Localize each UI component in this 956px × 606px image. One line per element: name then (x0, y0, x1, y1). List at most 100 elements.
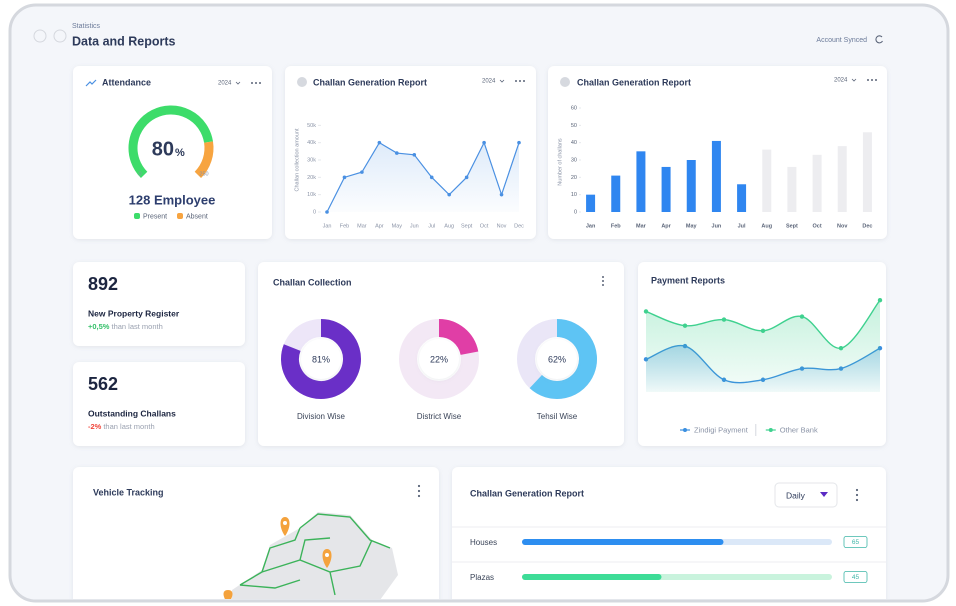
card (73, 66, 272, 239)
y-axis-title: Number of challans (557, 138, 563, 186)
point (838, 345, 844, 351)
gauge-arc (128, 105, 213, 179)
legend-label: Zindigi Payment (694, 425, 749, 434)
window-dot (33, 29, 47, 43)
bar (862, 132, 872, 212)
x-tick-label: Mar (357, 223, 367, 229)
point (760, 328, 766, 333)
icon (560, 77, 570, 87)
point (499, 192, 504, 197)
x-tick-label: Feb (611, 223, 621, 229)
chevron (851, 78, 857, 82)
gauge-arc (194, 141, 214, 179)
line (326, 141, 520, 213)
x-tick-label: Jun (410, 223, 419, 229)
gauge-value: 80 (152, 138, 174, 160)
bar (711, 140, 721, 212)
bar (837, 146, 847, 212)
menu[interactable] (417, 484, 421, 498)
point (342, 175, 347, 180)
period[interactable]: 2024 (218, 81, 232, 87)
donut-center (537, 339, 577, 379)
donut-name: Division Wise (297, 412, 346, 421)
x-tick-label: Jan (586, 223, 596, 229)
donut-arc (529, 319, 597, 399)
chevron (499, 79, 505, 83)
stat-change: -2% (88, 422, 102, 431)
point (325, 210, 329, 214)
card-title: Payment Reports (651, 275, 725, 285)
menu[interactable] (602, 276, 604, 286)
progress-bar (522, 574, 662, 580)
map-region (232, 512, 398, 599)
y-tick-label: 10 (571, 192, 577, 198)
card-title: Challan Generation Report (577, 77, 691, 87)
legend-dot (683, 428, 687, 432)
stat-change: +0,5% (88, 322, 110, 331)
icon (297, 77, 307, 87)
legend-swatch (177, 213, 183, 219)
legend-swatch (134, 213, 140, 219)
menu[interactable] (855, 488, 859, 502)
x-tick-label: Aug (444, 223, 454, 229)
point (799, 314, 805, 319)
x-tick-label: Dec (862, 223, 872, 229)
point (517, 140, 521, 145)
stat-note: than last month (111, 322, 162, 331)
point (377, 140, 382, 145)
bar (636, 151, 646, 212)
legend-dot (768, 428, 773, 432)
dropdown-value: Daily (786, 490, 806, 500)
x-tick-label: Aug (761, 223, 772, 229)
x-tick-label: Feb (340, 223, 349, 229)
menu[interactable] (515, 80, 525, 82)
y-tick-label: 0 (313, 209, 316, 215)
window-dot (53, 29, 67, 43)
point (360, 170, 364, 174)
bar (787, 166, 797, 212)
map-pins[interactable] (223, 517, 332, 604)
subtitle: Statistics (72, 23, 101, 30)
donut-name: Tehsil Wise (537, 412, 578, 421)
bar (661, 166, 671, 212)
icon (85, 79, 97, 87)
gauge-unit: % (175, 147, 185, 159)
y-tick-label: 60 (571, 105, 577, 111)
menu[interactable] (867, 79, 877, 81)
legend-label: Absent (186, 213, 208, 220)
y-tick-label: 0 (574, 209, 577, 215)
stat-value: 562 (88, 374, 118, 394)
bar (611, 175, 621, 212)
gauge-min: 0 (138, 171, 141, 177)
value-label: 65 (852, 539, 860, 546)
y-tick-label: 10k (307, 192, 316, 198)
bar (737, 184, 747, 212)
x-tick-label: Oct (480, 223, 489, 229)
employee-total: 128 Employee (129, 192, 216, 207)
y-tick-label: 30 (571, 157, 577, 163)
donut-center (419, 339, 459, 379)
bar (762, 149, 772, 212)
donut-arc (281, 319, 361, 399)
point (643, 309, 649, 314)
donut-label: 81% (312, 354, 330, 364)
card (285, 66, 536, 239)
period[interactable]: 2024 (834, 78, 848, 84)
period[interactable]: 2024 (482, 79, 496, 85)
card-title: Attendance (102, 77, 151, 87)
value-box (843, 571, 868, 583)
point (395, 151, 399, 155)
dropdown[interactable] (774, 482, 838, 508)
chevron (235, 81, 241, 85)
bar (812, 154, 822, 212)
gauge-max: 250 (199, 171, 208, 177)
x-tick-label: Jul (428, 223, 435, 229)
x-tick-label: Nov (837, 223, 848, 229)
menu[interactable] (251, 82, 261, 84)
refresh-icon[interactable] (875, 35, 883, 44)
map-borders (239, 513, 391, 596)
point (447, 192, 451, 197)
donut-arc (438, 319, 479, 356)
